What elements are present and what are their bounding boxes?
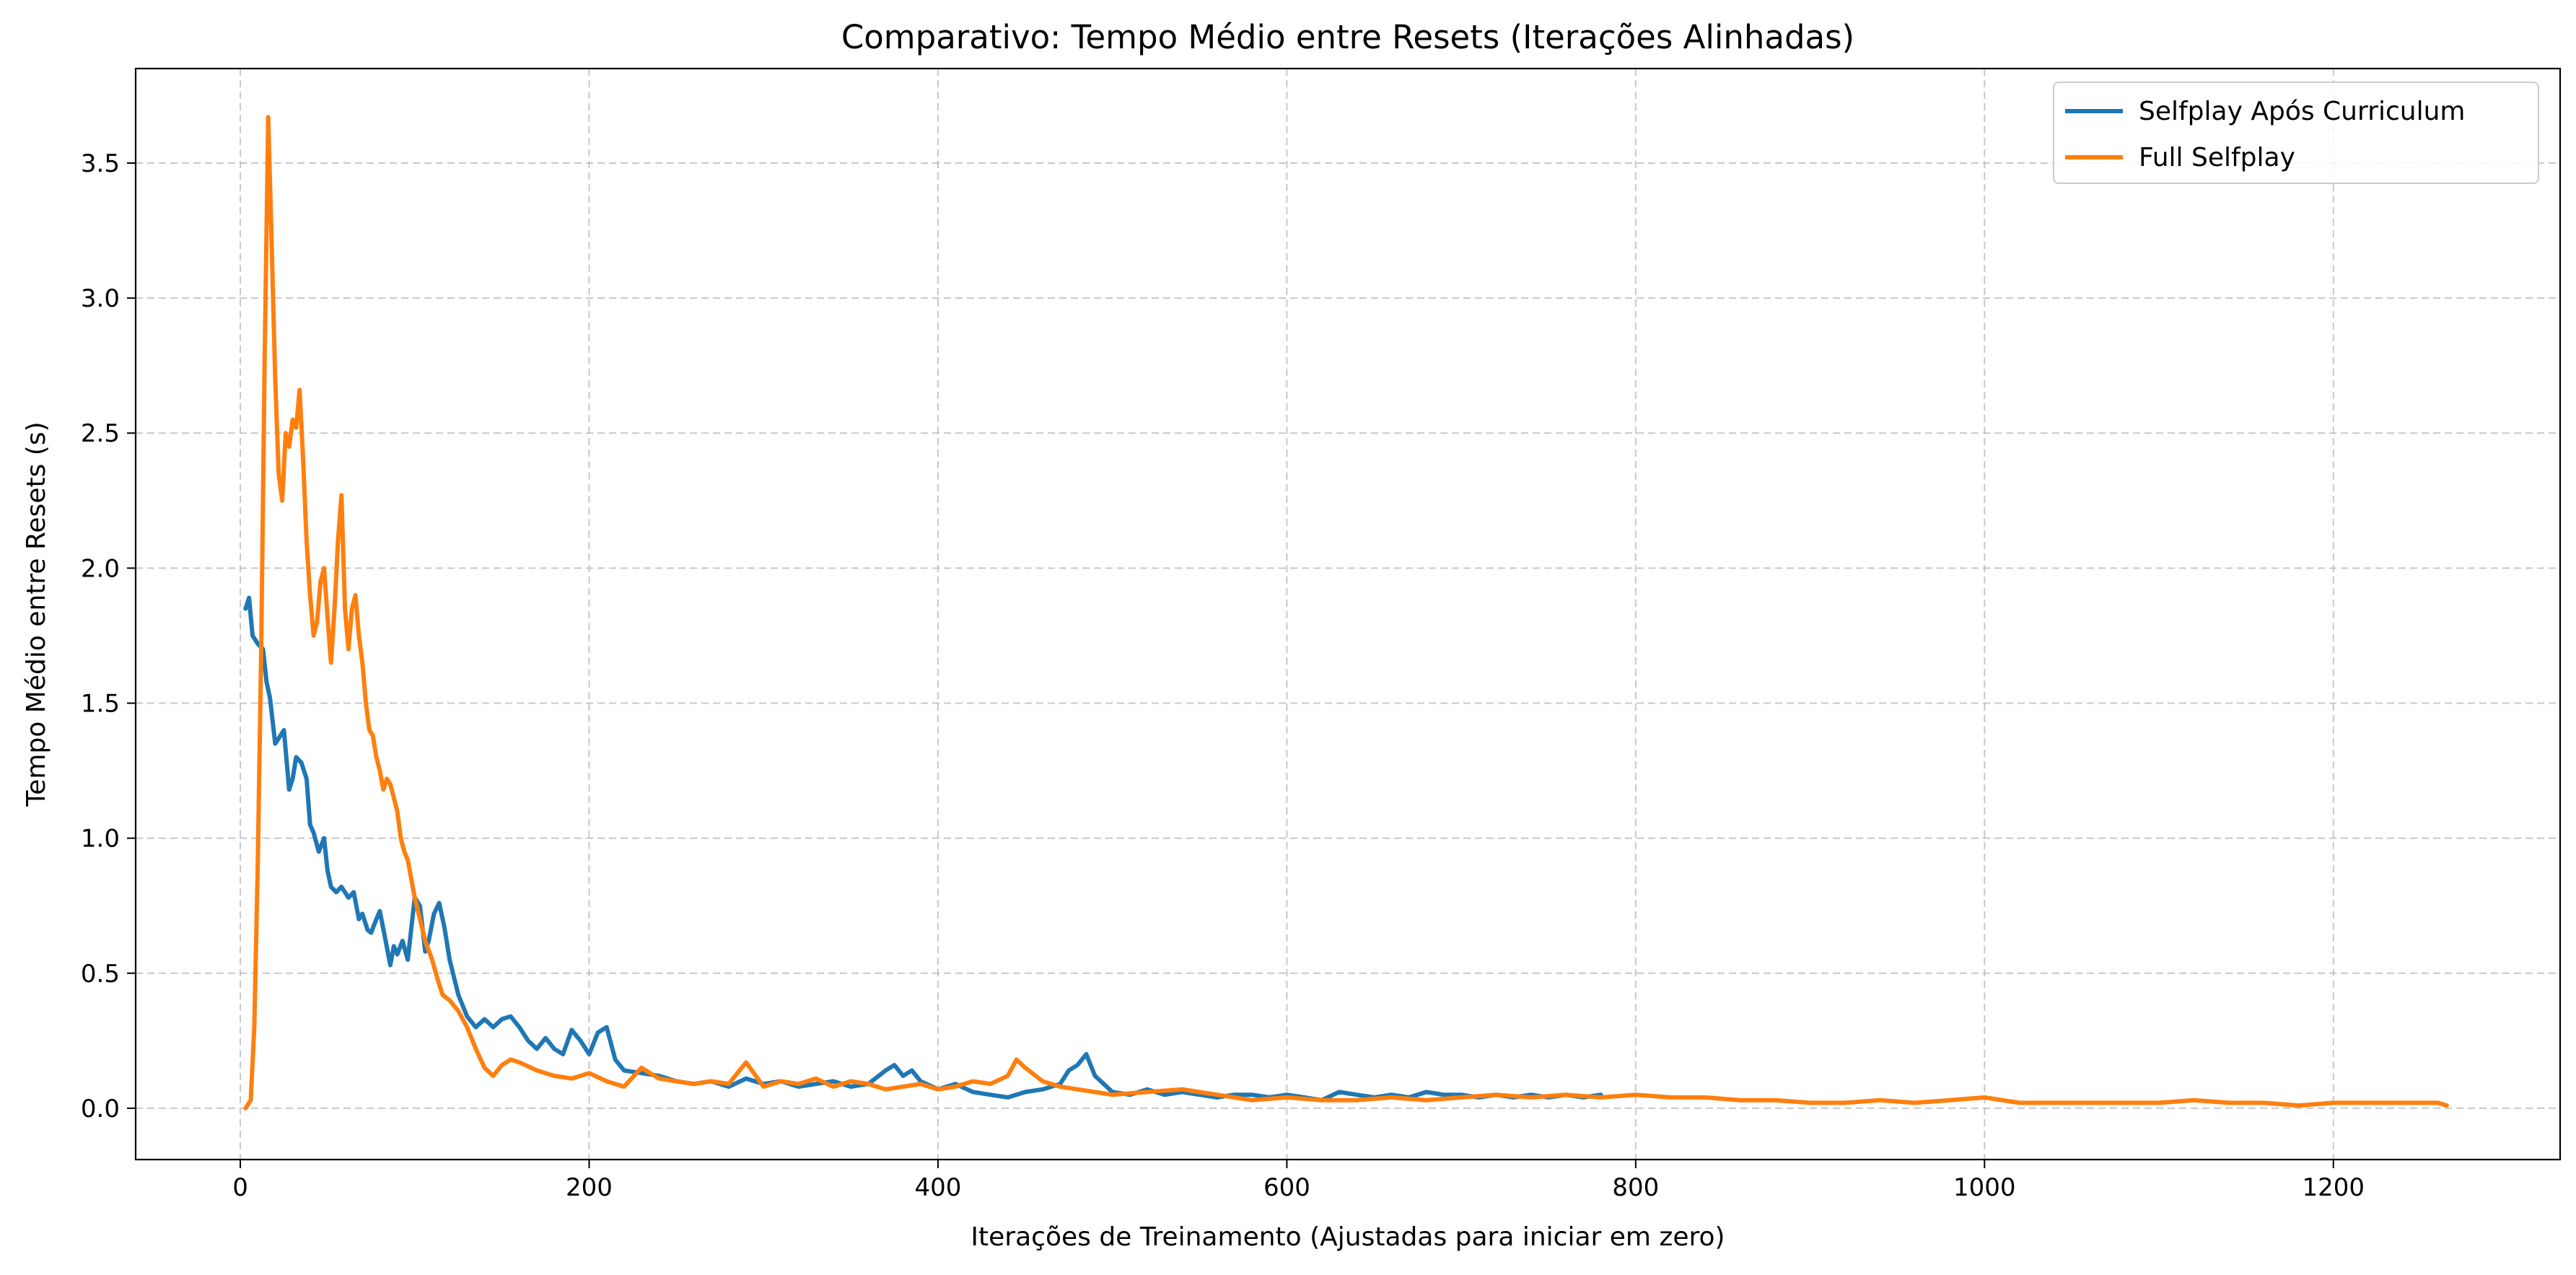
x-tick-label: 400 bbox=[914, 1173, 961, 1202]
y-axis: 0.0 0.5 1.0 1.5 2.0 2.5 3.0 3.5 bbox=[81, 149, 136, 1123]
y-tick-label: 3.0 bbox=[81, 284, 120, 313]
y-tick-label: 0.0 bbox=[81, 1095, 120, 1123]
legend-label: Selfplay Após Curriculum bbox=[2139, 97, 2465, 126]
y-tick-label: 0.5 bbox=[81, 960, 120, 989]
series-line-1 bbox=[243, 595, 1603, 1103]
series-line-2 bbox=[243, 115, 2449, 1110]
x-tick-label: 0 bbox=[232, 1173, 248, 1202]
x-tick-label: 1000 bbox=[1953, 1173, 2016, 1202]
legend-label: Full Selfplay bbox=[2139, 143, 2295, 172]
x-tick-label: 200 bbox=[566, 1173, 613, 1202]
y-tick-label: 1.5 bbox=[81, 690, 120, 719]
x-axis: 0 200 400 600 800 1000 1200 bbox=[232, 1160, 2365, 1202]
x-tick-label: 800 bbox=[1612, 1173, 1659, 1202]
y-tick-label: 2.0 bbox=[81, 554, 120, 583]
x-axis-label: Iterações de Treinamento (Ajustadas para… bbox=[971, 1222, 1725, 1252]
x-tick-label: 1200 bbox=[2302, 1173, 2365, 1202]
legend: Selfplay Após Curriculum Full Selfplay bbox=[2053, 82, 2539, 184]
y-tick-label: 2.5 bbox=[81, 419, 120, 448]
x-tick-label: 600 bbox=[1263, 1173, 1310, 1202]
series-layer bbox=[243, 115, 2449, 1110]
legend-box bbox=[2053, 82, 2539, 184]
plot-frame bbox=[134, 67, 2562, 1161]
y-tick-label: 3.5 bbox=[81, 149, 120, 178]
y-tick-label: 1.0 bbox=[81, 825, 120, 854]
y-axis-label: Tempo Médio entre Resets (s) bbox=[22, 421, 51, 807]
chart-title: Comparativo: Tempo Médio entre Resets (I… bbox=[841, 18, 1854, 56]
